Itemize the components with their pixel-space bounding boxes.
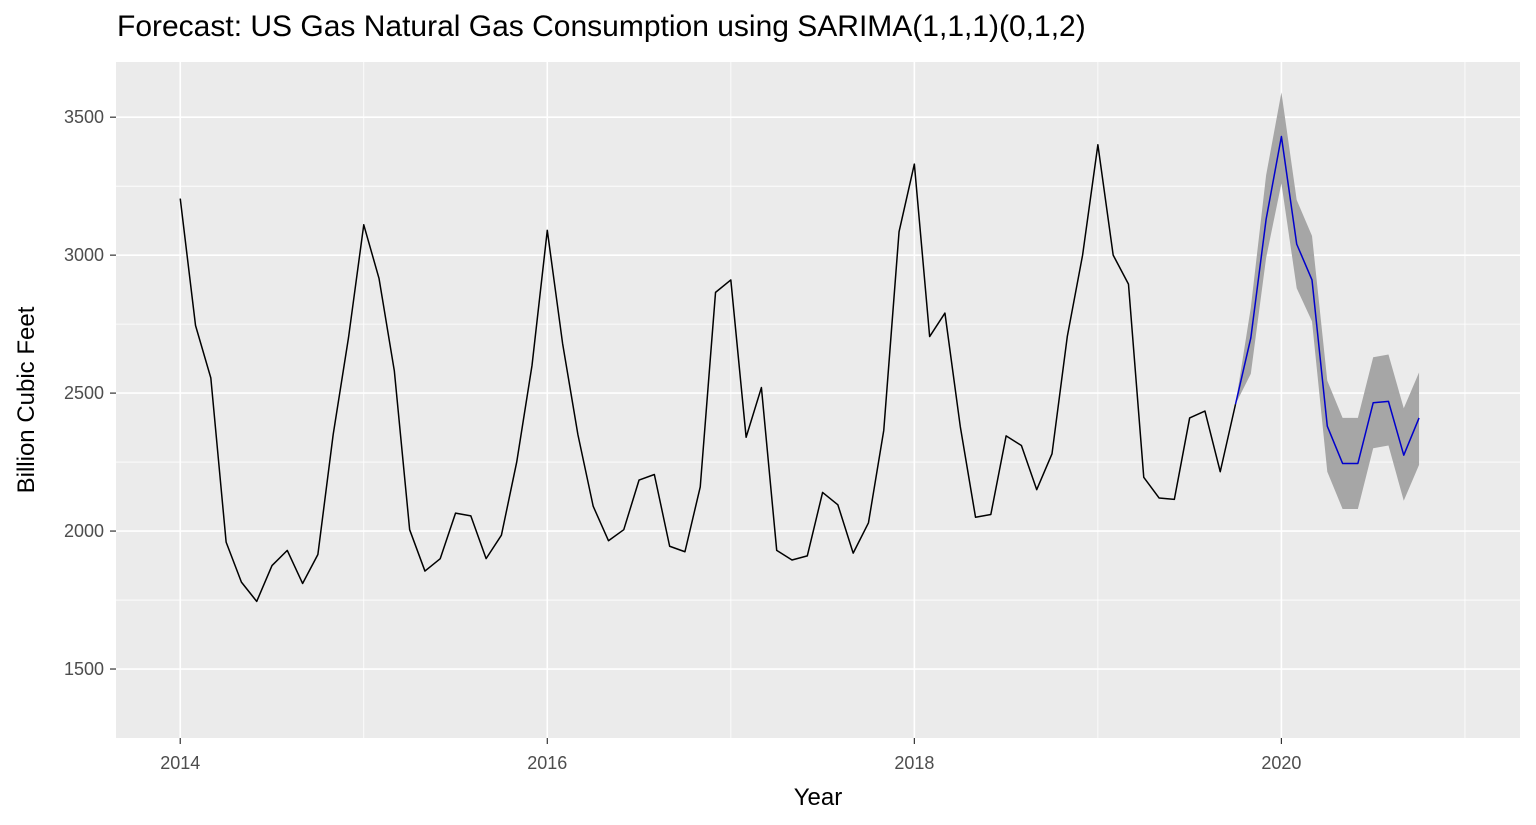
y-tick-label: 2000 (64, 521, 104, 541)
historical-series-line (179, 144, 1237, 603)
axes-layer: 2014 2016 2018 2020 1500 2000 2500 3000 3500 (64, 107, 1301, 773)
y-tick-label: 2500 (64, 383, 104, 403)
major-gridlines (116, 62, 1520, 738)
minor-gridlines (116, 62, 1520, 738)
x-tick-label: 2014 (160, 753, 200, 773)
y-axis-title: Billion Cubic Feet (13, 306, 40, 493)
x-tick-label: 2018 (894, 753, 934, 773)
forecast-series-line (1234, 135, 1420, 465)
chart-title: Forecast: US Gas Natural Gas Consumption… (117, 10, 1086, 43)
plot-panel (116, 62, 1520, 738)
x-axis-title: Year (794, 784, 843, 811)
series-lines-layer (179, 135, 1420, 603)
y-tick-label: 3500 (64, 107, 104, 127)
x-tick-label: 2020 (1261, 753, 1301, 773)
y-tick-label: 3000 (64, 245, 104, 265)
y-tick-label: 1500 (64, 659, 104, 679)
x-tick-label: 2016 (527, 753, 567, 773)
